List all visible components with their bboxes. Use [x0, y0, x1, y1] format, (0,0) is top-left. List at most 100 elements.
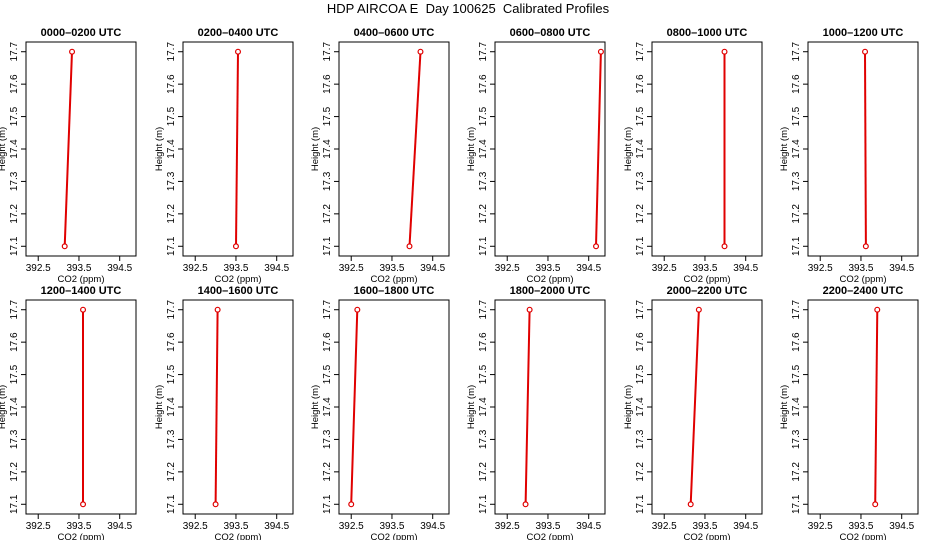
y-tick-label: 17.4: [322, 397, 333, 417]
panel-title: 2000–2200 UTC: [667, 285, 748, 297]
plot-frame: [494, 299, 606, 515]
y-tick-label: 17.5: [166, 364, 177, 384]
plot-frame: [807, 299, 919, 515]
figure-title: HDP AIRCOA E Day 100625 Calibrated Profi…: [326, 1, 610, 16]
y-tick-label: 17.1: [9, 236, 20, 256]
profile-line: [864, 51, 867, 247]
y-tick-label: 17.7: [635, 300, 646, 320]
plot-frame: [25, 299, 137, 515]
profile-point: [695, 306, 702, 313]
x-tick-label: 393.5: [379, 263, 404, 274]
y-tick-label: 17.7: [166, 300, 177, 320]
x-axis-label: CO2 (ppm): [371, 532, 418, 540]
y-tick-label: 17.6: [478, 332, 489, 352]
x-tick-label: 394.5: [107, 521, 132, 532]
x-axis-label: CO2 (ppm): [840, 532, 887, 540]
x-axis-label: CO2 (ppm): [58, 532, 105, 540]
y-tick-label: 17.5: [635, 106, 646, 126]
x-tick-label: 393.5: [848, 263, 873, 274]
y-axis-label: Height (m): [0, 385, 8, 429]
y-axis-label: Height (m): [154, 127, 165, 171]
profile-line: [874, 309, 879, 505]
profile-point: [872, 501, 879, 508]
x-tick-label: 394.5: [420, 263, 445, 274]
y-axis-label: Height (m): [154, 385, 165, 429]
y-tick-label: 17.2: [791, 462, 802, 482]
y-tick-label: 17.5: [478, 106, 489, 126]
y-tick-label: 17.7: [791, 42, 802, 62]
y-tick-label: 17.7: [478, 300, 489, 320]
x-tick-label: 394.5: [264, 521, 289, 532]
x-axis-label: CO2 (ppm): [371, 274, 418, 285]
plot-frame: [651, 299, 763, 515]
profile-point: [687, 501, 694, 508]
y-tick-label: 17.6: [478, 74, 489, 94]
x-axis-label: CO2 (ppm): [215, 532, 262, 540]
x-tick-label: 394.5: [420, 521, 445, 532]
y-tick-label: 17.3: [478, 429, 489, 449]
y-tick-label: 17.6: [9, 332, 20, 352]
y-tick-label: 17.4: [166, 397, 177, 417]
profile-line: [235, 51, 239, 247]
x-tick-label: 392.5: [808, 263, 833, 274]
y-tick-label: 17.6: [166, 74, 177, 94]
y-tick-label: 17.2: [791, 204, 802, 224]
profile-line: [350, 309, 359, 505]
x-tick-label: 393.5: [223, 521, 248, 532]
profile-point: [235, 48, 242, 55]
y-tick-label: 17.2: [635, 204, 646, 224]
y-tick-label: 17.4: [478, 139, 489, 159]
y-tick-label: 17.2: [635, 462, 646, 482]
profile-point: [69, 48, 76, 55]
y-tick-label: 17.2: [478, 462, 489, 482]
profile-point: [526, 306, 533, 313]
y-tick-label: 17.1: [791, 236, 802, 256]
y-tick-label: 17.1: [635, 236, 646, 256]
panel-title: 1200–1400 UTC: [41, 285, 122, 297]
x-tick-label: 392.5: [652, 263, 677, 274]
x-tick-label: 392.5: [339, 521, 364, 532]
y-axis-label: Height (m): [623, 385, 634, 429]
x-tick-label: 393.5: [535, 521, 560, 532]
x-tick-label: 393.5: [692, 263, 717, 274]
x-axis-label: CO2 (ppm): [58, 274, 105, 285]
y-tick-label: 17.1: [322, 236, 333, 256]
y-tick-label: 17.2: [166, 204, 177, 224]
profile-point: [354, 306, 361, 313]
plot-frame: [494, 41, 606, 257]
x-tick-label: 392.5: [26, 521, 51, 532]
y-tick-label: 17.4: [9, 397, 20, 417]
x-axis-label: CO2 (ppm): [215, 274, 262, 285]
profile-point: [406, 243, 413, 250]
y-tick-label: 17.6: [9, 74, 20, 94]
y-tick-label: 17.5: [791, 364, 802, 384]
y-tick-label: 17.3: [9, 429, 20, 449]
x-tick-label: 392.5: [495, 263, 520, 274]
y-tick-label: 17.1: [635, 494, 646, 514]
y-tick-label: 17.7: [322, 42, 333, 62]
y-tick-label: 17.4: [791, 139, 802, 159]
y-tick-label: 17.1: [478, 236, 489, 256]
profile-line: [524, 309, 531, 505]
profile-point: [862, 48, 869, 55]
profile-point: [721, 243, 728, 250]
y-tick-label: 17.5: [9, 364, 20, 384]
profile-point: [522, 501, 529, 508]
y-axis-label: Height (m): [310, 385, 321, 429]
y-tick-label: 17.7: [9, 42, 20, 62]
y-axis-label: Height (m): [466, 385, 477, 429]
y-tick-label: 17.5: [166, 106, 177, 126]
profile-line: [689, 309, 700, 505]
profile-point: [417, 48, 424, 55]
y-tick-label: 17.5: [322, 364, 333, 384]
y-tick-label: 17.7: [791, 300, 802, 320]
y-axis-label: Height (m): [0, 127, 8, 171]
y-tick-label: 17.3: [166, 171, 177, 191]
y-tick-label: 17.1: [791, 494, 802, 514]
y-tick-label: 17.2: [322, 462, 333, 482]
y-tick-label: 17.3: [322, 429, 333, 449]
y-tick-label: 17.7: [166, 42, 177, 62]
x-axis-label: CO2 (ppm): [684, 274, 731, 285]
x-tick-label: 393.5: [223, 263, 248, 274]
y-tick-label: 17.4: [9, 139, 20, 159]
